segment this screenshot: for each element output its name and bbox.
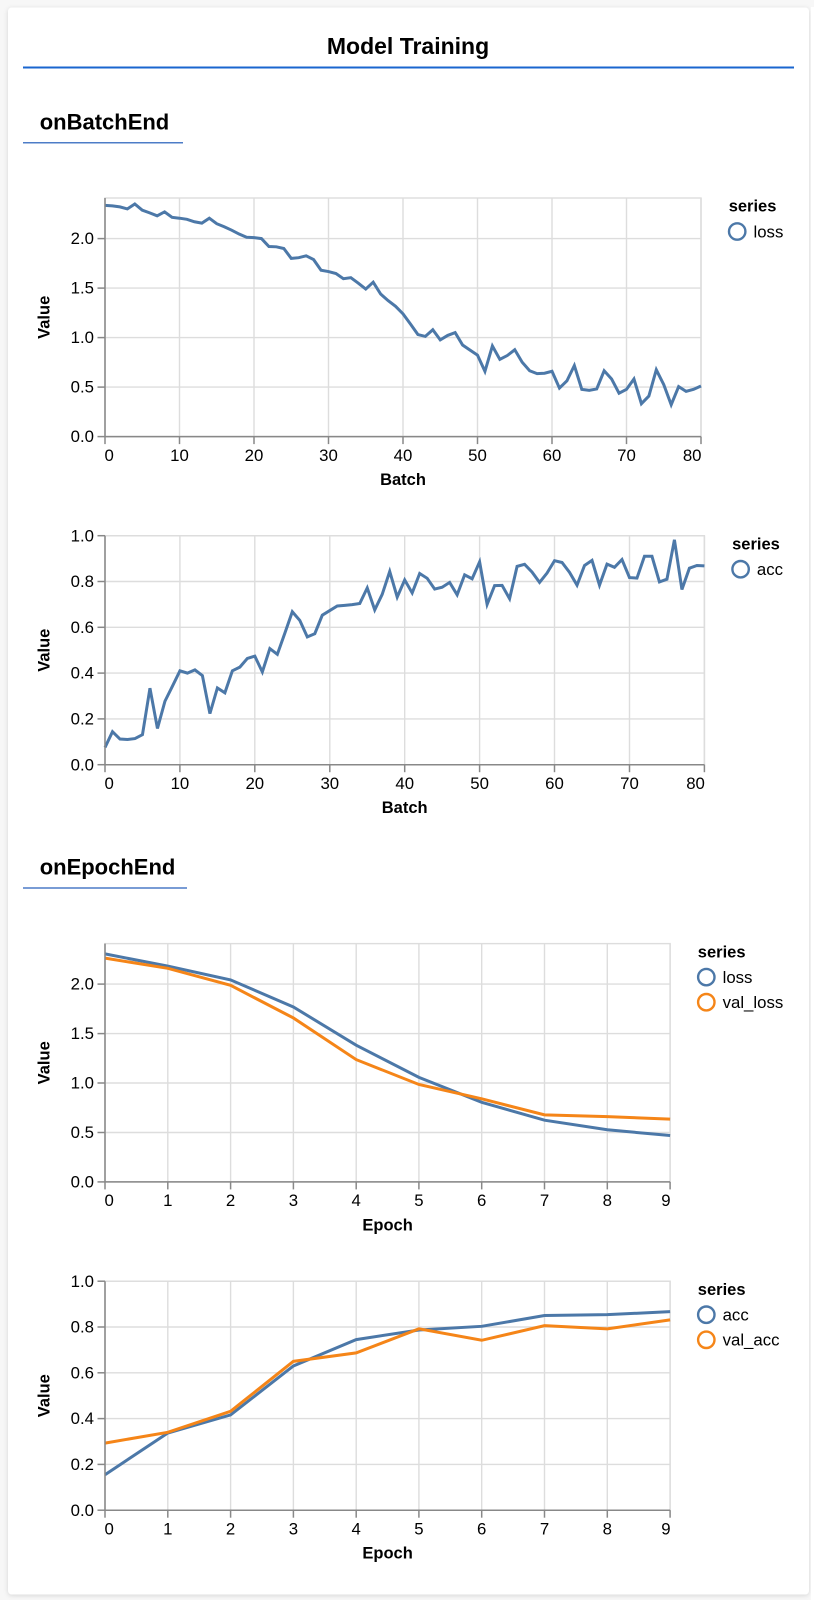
svg-text:1.5: 1.5 bbox=[71, 1024, 94, 1043]
svg-text:1: 1 bbox=[163, 1520, 172, 1539]
svg-text:1.0: 1.0 bbox=[71, 526, 94, 545]
svg-text:Value: Value bbox=[35, 629, 53, 672]
svg-text:10: 10 bbox=[170, 446, 189, 465]
svg-text:40: 40 bbox=[395, 774, 414, 793]
svg-text:0: 0 bbox=[105, 774, 114, 793]
svg-text:30: 30 bbox=[319, 446, 338, 465]
svg-text:2: 2 bbox=[226, 1520, 235, 1539]
svg-text:30: 30 bbox=[320, 774, 339, 793]
svg-text:20: 20 bbox=[245, 446, 264, 465]
svg-text:acc: acc bbox=[757, 560, 783, 579]
svg-text:2.0: 2.0 bbox=[71, 229, 94, 248]
svg-text:0.5: 0.5 bbox=[71, 1123, 94, 1142]
svg-text:70: 70 bbox=[617, 446, 636, 465]
svg-text:60: 60 bbox=[543, 446, 562, 465]
svg-text:70: 70 bbox=[620, 774, 639, 793]
svg-text:0: 0 bbox=[105, 1191, 114, 1210]
svg-text:0.6: 0.6 bbox=[71, 1363, 94, 1382]
svg-text:0.5: 0.5 bbox=[71, 378, 94, 397]
svg-text:loss: loss bbox=[754, 222, 784, 241]
svg-text:2: 2 bbox=[226, 1191, 235, 1210]
svg-text:0.0: 0.0 bbox=[71, 1173, 94, 1192]
svg-text:0.4: 0.4 bbox=[71, 1409, 94, 1428]
svg-text:Model Training: Model Training bbox=[327, 33, 489, 59]
svg-text:7: 7 bbox=[540, 1191, 549, 1210]
svg-text:5: 5 bbox=[414, 1520, 423, 1539]
svg-text:3: 3 bbox=[289, 1520, 298, 1539]
svg-text:6: 6 bbox=[477, 1520, 486, 1539]
svg-text:50: 50 bbox=[468, 446, 487, 465]
svg-text:series: series bbox=[729, 198, 777, 216]
svg-text:loss: loss bbox=[723, 968, 753, 987]
svg-text:4: 4 bbox=[352, 1520, 361, 1539]
svg-text:Batch: Batch bbox=[380, 471, 426, 489]
svg-text:onBatchEnd: onBatchEnd bbox=[40, 110, 170, 135]
svg-text:0.8: 0.8 bbox=[71, 572, 94, 591]
svg-text:0.2: 0.2 bbox=[71, 710, 94, 729]
svg-text:9: 9 bbox=[661, 1520, 670, 1539]
svg-text:0.0: 0.0 bbox=[71, 427, 94, 446]
svg-text:3: 3 bbox=[289, 1191, 298, 1210]
svg-text:0: 0 bbox=[105, 1520, 114, 1539]
svg-text:8: 8 bbox=[603, 1191, 612, 1210]
svg-text:7: 7 bbox=[540, 1520, 549, 1539]
svg-text:1.5: 1.5 bbox=[71, 279, 94, 298]
svg-text:1.0: 1.0 bbox=[71, 328, 94, 347]
svg-text:80: 80 bbox=[686, 774, 705, 793]
svg-text:series: series bbox=[698, 943, 746, 961]
svg-text:Value: Value bbox=[35, 296, 53, 339]
svg-text:acc: acc bbox=[723, 1306, 749, 1325]
svg-text:0.0: 0.0 bbox=[71, 1501, 94, 1520]
svg-text:onEpochEnd: onEpochEnd bbox=[40, 854, 176, 879]
svg-text:series: series bbox=[698, 1281, 746, 1299]
svg-text:0: 0 bbox=[105, 446, 114, 465]
svg-text:Value: Value bbox=[35, 1374, 53, 1417]
svg-text:Epoch: Epoch bbox=[362, 1216, 412, 1234]
svg-text:9: 9 bbox=[661, 1191, 670, 1210]
svg-text:Epoch: Epoch bbox=[362, 1545, 412, 1563]
svg-text:2.0: 2.0 bbox=[71, 975, 94, 994]
svg-text:5: 5 bbox=[414, 1191, 423, 1210]
svg-text:40: 40 bbox=[394, 446, 413, 465]
svg-text:80: 80 bbox=[683, 446, 702, 465]
svg-text:0.2: 0.2 bbox=[71, 1455, 94, 1474]
svg-text:0.0: 0.0 bbox=[71, 755, 94, 774]
svg-text:10: 10 bbox=[171, 774, 190, 793]
svg-text:0.8: 0.8 bbox=[71, 1318, 94, 1337]
svg-text:8: 8 bbox=[603, 1520, 612, 1539]
svg-text:0.6: 0.6 bbox=[71, 618, 94, 637]
svg-text:60: 60 bbox=[545, 774, 564, 793]
svg-text:50: 50 bbox=[470, 774, 489, 793]
svg-text:series: series bbox=[732, 535, 780, 553]
svg-text:val_acc: val_acc bbox=[723, 1331, 780, 1350]
svg-text:6: 6 bbox=[477, 1191, 486, 1210]
svg-text:Value: Value bbox=[35, 1041, 53, 1084]
svg-text:0.4: 0.4 bbox=[71, 664, 94, 683]
svg-text:val_loss: val_loss bbox=[723, 993, 784, 1012]
svg-text:1.0: 1.0 bbox=[71, 1272, 94, 1291]
svg-text:1.0: 1.0 bbox=[71, 1074, 94, 1093]
svg-text:20: 20 bbox=[245, 774, 264, 793]
svg-text:Batch: Batch bbox=[382, 799, 428, 817]
svg-text:1: 1 bbox=[163, 1191, 172, 1210]
svg-text:4: 4 bbox=[352, 1191, 361, 1210]
